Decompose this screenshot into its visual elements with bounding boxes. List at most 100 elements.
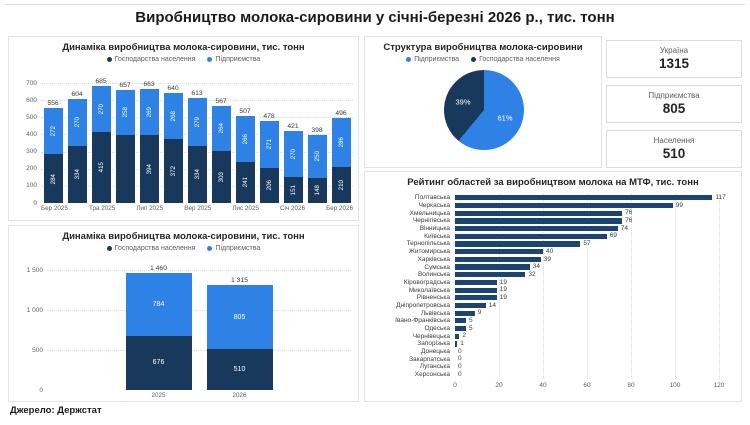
bar-segment-population[interactable]: 415 xyxy=(91,131,111,203)
bar-segment-enterprises[interactable]: 250 xyxy=(307,134,327,178)
bar-segment-enterprises[interactable]: 264 xyxy=(211,105,231,152)
region-value-label: 0 xyxy=(458,370,462,378)
y-axis-tick-label: 400 xyxy=(26,130,37,138)
x-axis-tick-label xyxy=(115,205,136,212)
bar-segment-population[interactable]: 334 xyxy=(187,145,207,203)
region-bar[interactable] xyxy=(455,295,497,301)
legend-item-population[interactable]: Господарства населення xyxy=(471,56,560,63)
legend-item-population[interactable]: Господарства населення xyxy=(106,56,195,63)
bar-segment-population[interactable]: 372 xyxy=(163,139,183,203)
bar-segment-enterprises[interactable]: 270 xyxy=(67,99,87,146)
bar-segment-population[interactable]: 241 xyxy=(235,161,255,203)
bar-value-label: 286 xyxy=(337,137,345,148)
bar-segment-population[interactable]: 303 xyxy=(211,151,231,203)
ranking-plot: Полтавська 117 Черкаська 99 Хмельницька 76 Чер… xyxy=(371,194,737,394)
region-bar[interactable] xyxy=(455,226,618,232)
bar-group[interactable]: 657 258 xyxy=(113,82,137,203)
region-value-label: 57 xyxy=(583,240,591,248)
region-row: Запорізька 1 xyxy=(371,340,737,348)
region-bar[interactable] xyxy=(455,333,460,339)
bar-group[interactable]: 556 272 284 xyxy=(41,83,65,203)
region-bar[interactable] xyxy=(455,325,466,332)
bar-segment-population[interactable] xyxy=(115,134,135,203)
gridline xyxy=(47,310,351,311)
bar-segment-population[interactable]: 148 xyxy=(307,177,327,203)
bar-value-label: 394 xyxy=(145,164,153,175)
bar-segment-population[interactable]: 151 xyxy=(283,177,303,203)
region-row: Житомирська 40 xyxy=(371,248,737,256)
legend-item-enterprises[interactable]: Підприємства xyxy=(207,245,260,252)
bar-segment-population[interactable]: 206 xyxy=(259,167,279,203)
bar-segment-enterprises[interactable]: 270 xyxy=(91,85,111,132)
pie-legend: Підприємства Господарства населення xyxy=(365,56,601,63)
bar-group[interactable]: 613 279 334 xyxy=(185,83,209,203)
region-value-label: 40 xyxy=(546,247,554,255)
bar-group[interactable]: 421 270 151 xyxy=(281,83,305,203)
region-bar[interactable] xyxy=(455,318,466,324)
bar-segment-population[interactable]: 394 xyxy=(139,135,159,203)
y-axis-tick-label: 500 xyxy=(26,113,37,121)
pie-chart[interactable]: 61% 39% xyxy=(444,70,524,150)
bar-group[interactable]: 496 286 210 xyxy=(329,83,353,203)
bar-value-label: 372 xyxy=(169,165,177,177)
region-bar[interactable] xyxy=(455,256,541,262)
region-bar[interactable] xyxy=(455,195,713,201)
bar-segment-population[interactable]: 334 xyxy=(67,145,87,203)
bar-segment-enterprises[interactable]: 266 xyxy=(235,116,255,162)
x-axis-tick-label: 60 xyxy=(583,381,591,389)
region-bar[interactable] xyxy=(455,218,623,224)
bar-segment-population[interactable]: 510 xyxy=(206,349,273,390)
region-bar[interactable] xyxy=(455,233,607,239)
region-row: Закарпатська 0 xyxy=(371,355,737,363)
bar-value-label: 264 xyxy=(217,123,225,134)
region-label: Луганська xyxy=(419,363,450,371)
bar-segment-enterprises[interactable]: 270 xyxy=(283,130,303,178)
bar-group[interactable]: 1 315 805 510 xyxy=(206,270,273,390)
bar-segment-population[interactable]: 284 xyxy=(43,154,63,203)
bar-segment-enterprises[interactable]: 784 xyxy=(125,273,192,336)
region-bar[interactable] xyxy=(455,310,475,316)
legend-item-enterprises[interactable]: Підприємства xyxy=(207,56,260,63)
region-bar[interactable] xyxy=(455,264,530,270)
region-label: Хмельницька xyxy=(409,209,450,217)
bar-group[interactable]: 685 270 415 xyxy=(89,78,113,203)
region-bar[interactable] xyxy=(455,210,623,216)
legend-label: Підприємства xyxy=(215,56,261,63)
bar-group[interactable]: 398 250 148 xyxy=(305,83,329,203)
bar-group[interactable]: 507 266 241 xyxy=(233,83,257,203)
legend-item-population[interactable]: Господарства населення xyxy=(106,245,195,252)
monthly-legend: Господарства населення Підприємства xyxy=(9,56,358,63)
bar-segment-enterprises[interactable]: 279 xyxy=(187,97,207,146)
bar-group[interactable]: 604 270 334 xyxy=(65,83,89,203)
bar-group[interactable]: 567 264 303 xyxy=(209,83,233,203)
bar-group[interactable]: 1 460 784 676 xyxy=(125,265,192,390)
region-bar[interactable] xyxy=(455,241,581,247)
bar-segment-enterprises[interactable]: 271 xyxy=(259,121,279,168)
bar-series: 556 272 284 604 270 334 685 270 415 657 258 663 269 3… xyxy=(41,78,353,203)
bar-group[interactable]: 663 269 394 xyxy=(137,81,161,203)
region-value-label: 9 xyxy=(477,309,482,317)
region-bar[interactable] xyxy=(455,272,526,278)
kpi-card-value: 805 xyxy=(662,101,686,116)
region-value-label: 117 xyxy=(715,194,726,201)
bar-segment-population[interactable]: 210 xyxy=(331,167,351,203)
region-bar[interactable] xyxy=(455,341,458,347)
bar-segment-enterprises[interactable]: 272 xyxy=(43,107,63,155)
legend-item-enterprises[interactable]: Підприємства xyxy=(406,56,459,63)
yearly-legend: Господарства населення Підприємства xyxy=(9,245,358,252)
region-bar[interactable] xyxy=(455,287,497,293)
bar-group[interactable]: 478 271 206 xyxy=(257,83,281,203)
region-bar[interactable] xyxy=(455,202,673,209)
region-bar[interactable] xyxy=(455,302,486,309)
region-bar[interactable] xyxy=(455,279,497,285)
bar-segment-enterprises[interactable]: 268 xyxy=(163,93,183,140)
bar-segment-population[interactable]: 676 xyxy=(125,335,192,390)
bar-group[interactable]: 640 268 372 xyxy=(161,83,185,203)
bar-segment-enterprises[interactable]: 269 xyxy=(139,89,159,136)
bar-segment-enterprises[interactable]: 258 xyxy=(115,90,135,135)
region-row: Волинська 32 xyxy=(371,271,737,279)
region-label: Полтавська xyxy=(414,194,450,202)
bar-segment-enterprises[interactable]: 286 xyxy=(331,117,351,167)
bar-segment-enterprises[interactable]: 805 xyxy=(206,284,273,350)
region-bar[interactable] xyxy=(455,249,543,255)
